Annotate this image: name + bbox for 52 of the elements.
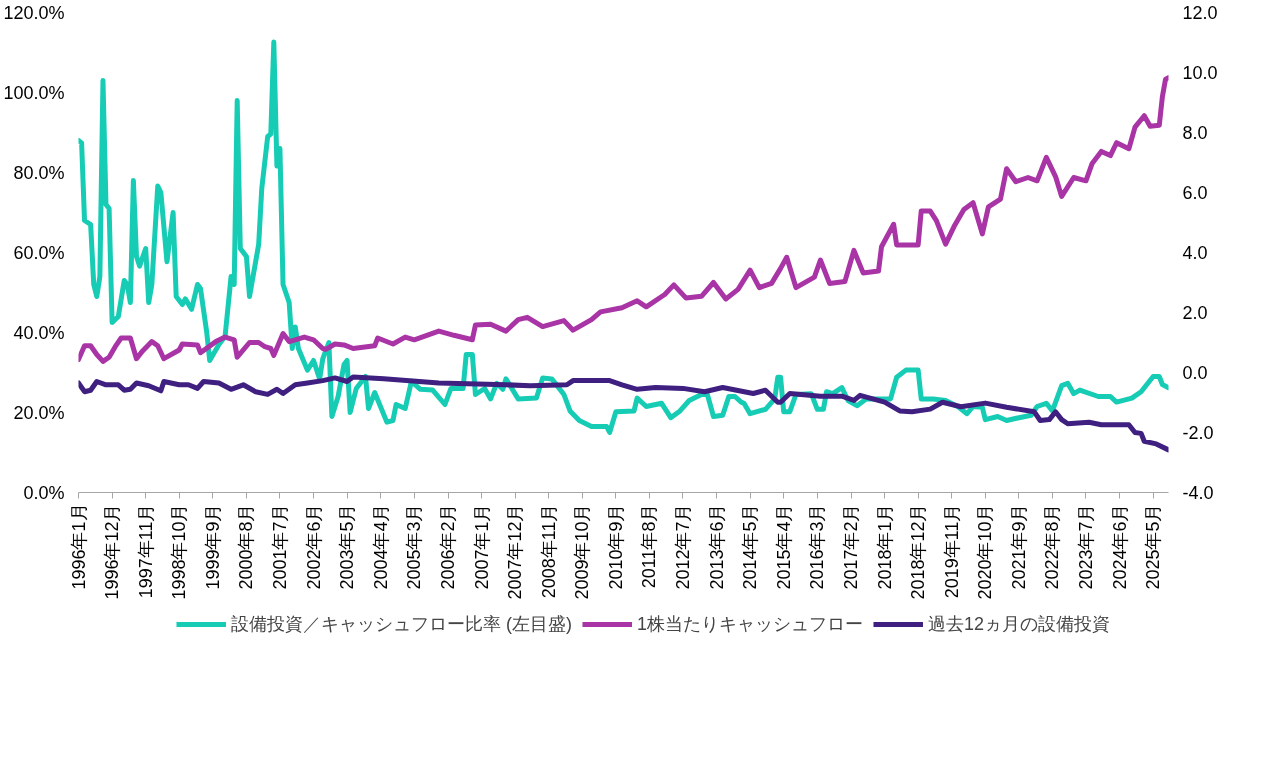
x-tick-label: 2019年11月 [941,503,962,599]
x-tick-label: 2021年9月 [1008,503,1029,590]
x-tick-label: 2022年8月 [1042,503,1063,590]
y-tick-label: 0.0% [23,482,65,503]
y2-tick-label: 8.0 [1182,123,1208,143]
y2-tick-label: -2.0 [1182,423,1214,443]
x-tick-label: 2020年10月 [975,503,996,600]
x-tick-label: 2009年10月 [572,503,593,600]
y-tick-label: 20.0% [13,402,65,423]
x-tick-label: 2005年3月 [404,503,425,590]
x-tick-label: 2012年7月 [672,503,693,590]
y-tick-label: 80.0% [13,162,65,183]
y2-tick-label: 10.0 [1182,63,1218,83]
legend-label: 過去12ヵ月の設備投資 [927,613,1111,636]
x-tick-label: 2016年3月 [807,503,828,590]
legend-label: 1株当たりキャッシュフロー [636,613,863,636]
y2-tick-label: 12.0 [1182,3,1218,23]
y2-tick-label: 0.0 [1182,363,1208,383]
x-tick-label: 1996年12月 [102,503,123,600]
x-tick-label: 2014年5月 [740,503,761,590]
x-tick-label: 2018年12月 [908,503,929,600]
x-tick-label: 1997年11月 [135,503,156,599]
x-tick-label: 2007年12月 [505,503,526,600]
x-tick-label: 2002年6月 [303,503,324,590]
x-tick-label: 1999年9月 [202,503,223,590]
x-tick-label: 2004年4月 [370,503,391,590]
x-tick-label: 2007年1月 [471,503,492,590]
x-tick-label: 2024年6月 [1109,503,1130,590]
y2-tick-label: 4.0 [1182,243,1208,263]
x-tick-label: 2018年1月 [874,503,895,590]
y-tick-label: 60.0% [13,242,65,263]
x-tick-label: 2013年6月 [706,503,727,590]
x-tick-label: 2025年5月 [1143,503,1164,590]
x-tick-label: 2003年5月 [337,503,358,590]
x-tick-label: 1996年1月 [68,503,89,590]
x-tick-label: 1998年10月 [169,503,190,600]
y-tick-label: 40.0% [13,322,65,343]
x-tick-label: 2015年4月 [773,503,794,590]
y-tick-label: 100.0% [3,82,65,103]
y2-tick-label: 6.0 [1182,183,1208,203]
x-tick-label: 2011年8月 [639,503,660,589]
x-tick-label: 2006年2月 [438,503,459,590]
y-tick-label: 120.0% [3,2,65,23]
x-tick-label: 2008年11月 [538,503,559,599]
x-tick-label: 2001年7月 [269,503,290,590]
legend-label: 設備投資／キャッシュフロー比率 (左目盛) [230,613,572,636]
x-tick-label: 2010年9月 [605,503,626,590]
y2-tick-label: -4.0 [1182,483,1214,503]
y2-tick-label: 2.0 [1182,303,1208,323]
x-tick-label: 2017年2月 [841,503,862,590]
x-tick-label: 2000年8月 [236,503,257,590]
x-tick-label: 2023年7月 [1075,503,1096,590]
